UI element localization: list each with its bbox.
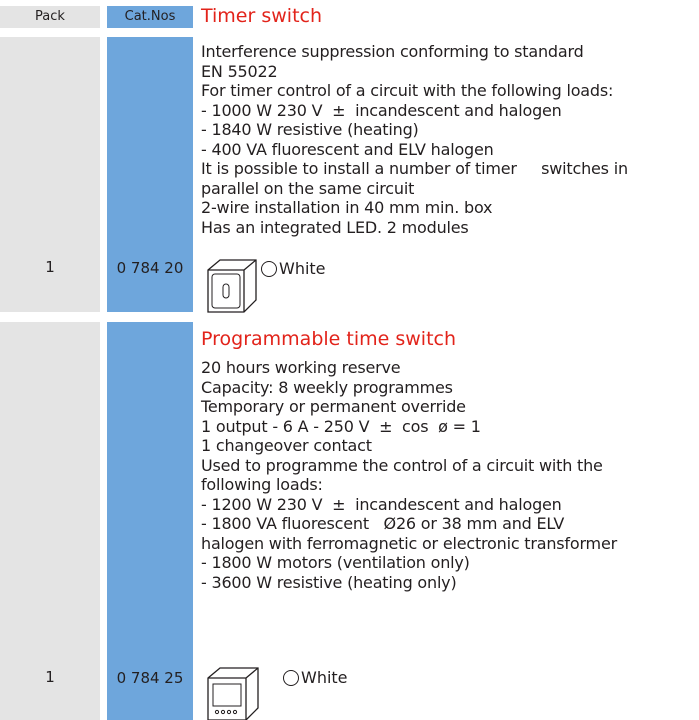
description-line: - 1000 W 230 V ± incandescent and haloge… bbox=[201, 100, 562, 120]
product-title: Programmable time switch bbox=[201, 328, 457, 350]
description-line: 20 hours working reserve bbox=[201, 358, 401, 377]
pack-column bbox=[0, 322, 100, 720]
color-circle bbox=[283, 670, 299, 686]
product-title: Timer switch bbox=[201, 5, 323, 27]
description: 20 hours working reserve Capacity: 8 week… bbox=[201, 358, 617, 592]
description-line: Used to programme the control of a circu… bbox=[201, 455, 603, 475]
product-image bbox=[207, 667, 259, 720]
description-line: For timer control of a circuit with the … bbox=[201, 81, 614, 100]
description-line: - 1800 W motors (ventilation only) bbox=[201, 553, 470, 572]
description-line: - 1200 W 230 V ± incandescent and haloge… bbox=[201, 494, 562, 514]
description-line: 1 output - 6 A - 250 V ± cos ø = 1 bbox=[201, 416, 481, 436]
color-option: White bbox=[301, 668, 348, 687]
description-line: - 400 VA fluorescent and ELV halogen bbox=[201, 139, 494, 159]
description: Interference suppression conforming to s… bbox=[201, 42, 628, 237]
description-line: halogen with ferromagnetic or electronic… bbox=[201, 533, 617, 553]
description-line: EN 55022 bbox=[201, 61, 278, 81]
description-line: parallel on the same circuit bbox=[201, 178, 415, 198]
color-circle bbox=[261, 261, 277, 277]
pack-value: 1 bbox=[45, 258, 55, 276]
pack-header: Pack bbox=[0, 6, 100, 28]
description-line: Has an integrated LED. 2 modules bbox=[201, 217, 469, 237]
description-line: Capacity: 8 weekly programmes bbox=[201, 377, 453, 397]
description-line: It is possible to install a number of ti… bbox=[201, 159, 628, 178]
description-line: - 3600 W resistive (heating only) bbox=[201, 572, 457, 592]
description-line: following loads: bbox=[201, 475, 323, 494]
description-line: 2-wire installation in 40 mm min. box bbox=[201, 198, 493, 217]
description-line: Temporary or permanent override bbox=[201, 397, 466, 416]
cat-no: 0 784 20 bbox=[116, 259, 184, 277]
product-image bbox=[207, 259, 257, 313]
color-option: White bbox=[279, 259, 326, 278]
pack-value: 1 bbox=[45, 668, 55, 686]
description-line: Interference suppression conforming to s… bbox=[201, 42, 584, 61]
cat-column bbox=[107, 37, 193, 312]
cat-nos-header: Cat.Nos bbox=[107, 6, 193, 28]
description-line: - 1840 W resistive (heating) bbox=[201, 120, 419, 139]
cat-column bbox=[107, 322, 193, 720]
pack-column bbox=[0, 37, 100, 312]
description-line: 1 changeover contact bbox=[201, 436, 372, 455]
description-line: - 1800 VA fluorescent Ø26 or 38 mm and E… bbox=[201, 514, 565, 533]
cat-no: 0 784 25 bbox=[116, 669, 184, 687]
